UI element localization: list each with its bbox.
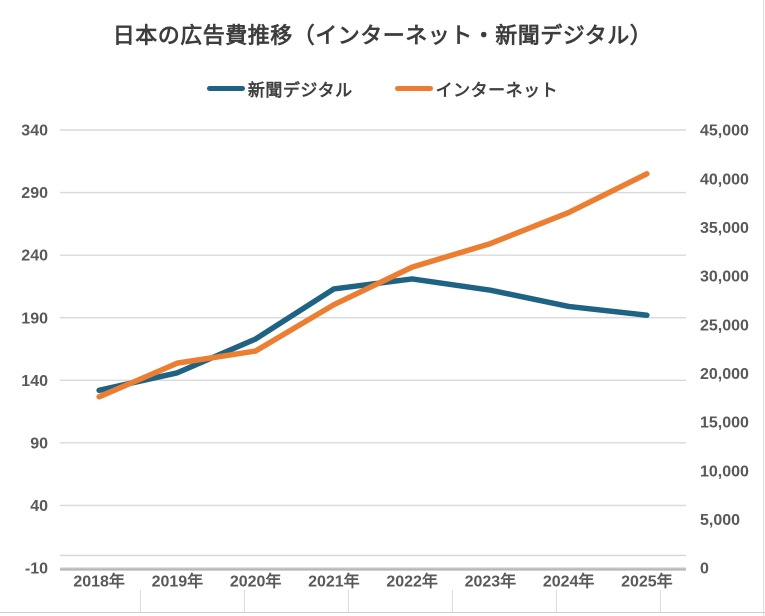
y-axis-left-tick-label: 240 [21,248,48,265]
x-axis-tick-label: 2018年 [73,572,125,591]
x-axis-tick-label: 2023年 [465,572,517,591]
y-axis-right-tick-label: 25,000 [700,317,749,334]
series-line-shinbun-digital [96,276,650,394]
y-axis-left-tick-label: 290 [21,185,48,202]
x-axis-tick-label: 2021年 [308,572,360,591]
y-axis-right-tick-label: 45,000 [700,123,749,140]
spreadsheet-column-line [348,590,349,612]
y-axis-left-tick-label: 140 [21,373,48,390]
legend-line-swatch-teal [206,86,245,91]
y-axis-left-tick-label: 40 [30,498,48,515]
spreadsheet-column-line [452,590,453,612]
chart-title: 日本の広告費推移（インターネット・新聞デジタル） [112,23,653,48]
y-axis-right-tick-label: 40,000 [700,171,749,188]
x-axis-tick-label: 2019年 [152,572,204,591]
y-axis-right-tick-label: 15,000 [700,415,749,432]
legend-item-internet: インターネット [394,76,559,101]
y-axis-right-tick-label: 35,000 [700,220,749,237]
legend-line-swatch-orange [394,86,433,91]
x-axis-tick-label: 2020年 [230,572,282,591]
y-axis-left-tick-label: -10 [25,561,48,578]
y-axis-left-tick-label: 190 [21,310,48,327]
x-axis-tick-label: 2025年 [621,572,673,591]
legend-label-shinbun-digital: 新聞デジタル [247,81,353,100]
x-axis-tick-label: 2022年 [386,572,438,591]
spreadsheet-column-line [660,590,661,612]
y-axis-right-tick-label: 10,000 [700,463,749,480]
y-axis-left-tick-label: 340 [21,123,48,140]
y-axis-left-tick-label: 90 [30,435,48,452]
y-axis-right-tick-label: 5,000 [700,512,740,529]
legend-label-internet: インターネット [435,81,559,100]
spreadsheet-row-line [0,612,765,613]
series-line-internet [96,171,650,400]
spreadsheet-column-line [140,590,141,612]
screenshot-right-border [763,0,764,616]
spreadsheet-column-line [556,590,557,612]
spreadsheet-column-line [244,590,245,612]
chart-legend: 新聞デジタル インターネット [0,76,765,101]
x-axis-tick-label: 2024年 [543,572,595,591]
y-axis-right-tick-label: 20,000 [700,366,749,383]
y-axis-right-tick-label: 30,000 [700,269,749,286]
y-axis-right-tick-label: 0 [700,561,709,578]
legend-item-shinbun-digital: 新聞デジタル [206,76,353,101]
